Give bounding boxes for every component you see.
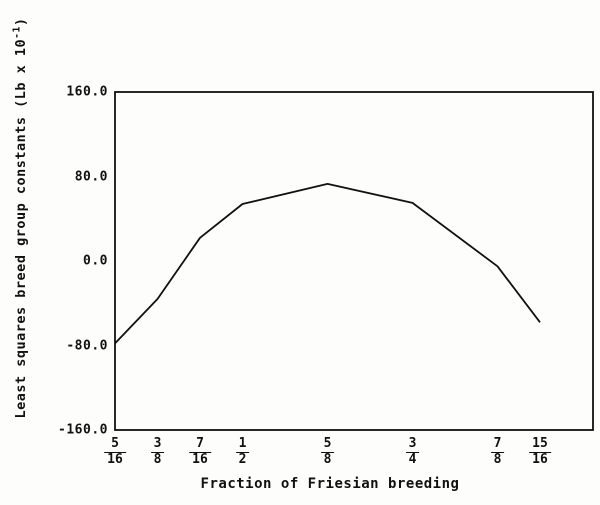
fraction-numerator: 3 [405, 436, 420, 453]
fraction-numerator: 3 [150, 436, 165, 453]
fraction-numerator: 7 [189, 436, 211, 453]
fraction-denominator: 16 [532, 451, 548, 467]
fraction-numerator: 7 [490, 436, 505, 453]
fraction-denominator: 8 [153, 451, 162, 467]
x-tick-label: 15 16 [529, 436, 551, 468]
plot-frame [114, 91, 594, 431]
y-tick-label: -80.0 [66, 338, 108, 353]
x-tick-label: 5 16 [104, 436, 126, 468]
fraction-numerator: 15 [529, 436, 551, 453]
x-axis-title: Fraction of Friesian breeding [200, 476, 460, 492]
fraction-denominator: 2 [238, 451, 247, 467]
fraction-denominator: 8 [323, 451, 332, 467]
fraction-denominator: 8 [493, 451, 502, 467]
fraction-numerator: 5 [320, 436, 335, 453]
fraction-numerator: 1 [235, 436, 250, 453]
y-tick-label: -160.0 [58, 422, 108, 438]
y-tick-label: 0.0 [83, 253, 108, 269]
fraction-denominator: 16 [192, 451, 208, 467]
y-tick-label: 80.0 [74, 169, 108, 184]
data-line [114, 182, 541, 345]
fraction-denominator: 4 [408, 451, 417, 467]
x-tick-label: 7 16 [189, 436, 211, 468]
fraction-numerator: 5 [104, 436, 126, 453]
y-tick-label: 160.0 [66, 84, 108, 100]
fraction-denominator: 16 [107, 451, 123, 467]
